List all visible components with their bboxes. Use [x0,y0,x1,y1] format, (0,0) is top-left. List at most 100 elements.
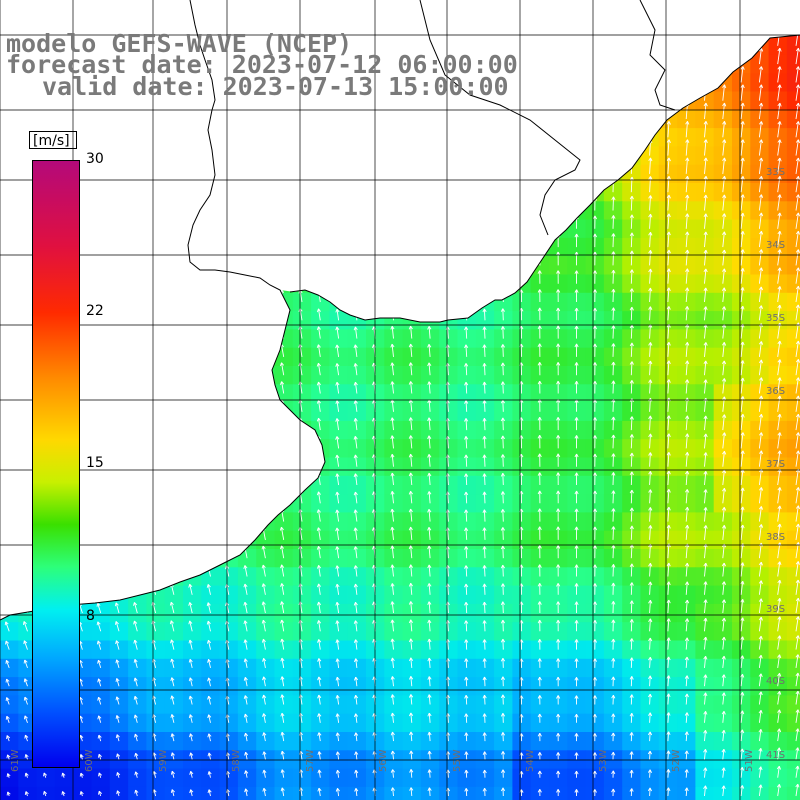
wind-speed-cell [183,768,202,788]
wind-speed-cell [420,640,440,660]
wind-speed-cell [512,329,532,349]
wind-speed-cell [603,366,623,385]
wind-speed-cell [201,786,221,800]
wind-speed-cell [713,494,733,513]
wind-speed-cell [750,109,770,129]
wind-speed-cell [768,73,788,93]
wind-speed-cell [695,183,715,202]
wind-speed-cell [329,786,349,800]
wind-speed-cell [640,695,660,715]
wind-speed-cell [457,658,477,678]
wind-speed-cell [420,420,440,440]
wind-speed-cell [237,732,257,751]
wind-speed-cell [219,585,239,605]
wind-speed-cell [677,475,696,495]
wind-speed-cell [530,420,550,440]
wind-speed-cell [512,402,532,422]
wind-speed-cell [311,384,330,404]
wind-speed-cell [713,329,733,349]
wind-speed-cell [768,36,788,56]
wind-speed-cell [146,677,166,696]
wind-speed-cell [384,475,404,495]
wind-speed-cell [457,402,477,422]
wind-speed-cell [311,640,330,660]
wind-speed-cell [658,567,678,587]
wind-speed-cell [713,695,733,715]
wind-speed-cell [329,768,349,788]
wind-speed-cell [311,549,330,568]
wind-speed-cell [677,292,696,312]
wind-speed-cell [732,439,751,459]
wind-speed-cell [695,366,715,385]
wind-speed-cell [768,237,788,257]
wind-speed-cell [475,384,495,404]
wind-speed-cell [329,695,349,715]
wind-speed-cell [750,237,770,257]
wind-speed-cell [237,695,257,715]
wind-speed-cell [91,677,111,696]
wind-speed-cell [713,549,733,568]
wind-speed-cell [549,384,568,404]
wind-speed-cell [384,457,404,477]
wind-speed-cell [0,677,19,696]
wind-speed-cell [732,567,751,587]
wind-speed-cell [347,585,367,605]
wind-speed-cell [311,732,330,751]
wind-speed-cell [768,585,788,605]
wind-speed-cell [439,457,459,477]
wind-speed-cell [640,475,660,495]
wind-speed-cell [201,695,221,715]
wind-speed-cell [237,622,257,642]
wind-speed-cell [494,695,513,715]
wind-speed-cell [640,512,660,532]
wind-speed-cell [567,274,587,294]
wind-speed-cell [402,347,422,367]
wind-speed-cell [402,494,422,513]
wind-speed-cell [603,329,623,349]
wind-speed-cell [109,658,129,678]
wind-speed-cell [768,549,788,568]
wind-speed-cell [457,420,477,440]
wind-speed-cell [713,603,733,623]
wind-speed-cell [439,420,459,440]
wind-speed-cell [732,219,751,239]
wind-speed-cell [329,732,349,751]
wind-speed-cell [640,146,660,166]
wind-speed-cell [311,530,330,550]
wind-speed-cell [439,713,459,733]
wind-speed-cell [292,695,312,715]
wind-speed-cell [768,91,788,111]
wind-speed-cell [256,713,276,733]
wind-speed-cell [658,292,678,312]
wind-speed-cell [695,494,715,513]
wind-speed-cell [750,54,770,74]
wind-speed-cell [366,439,385,459]
wind-speed-cell [549,274,568,294]
wind-speed-cell [622,695,642,715]
wind-speed-cell [603,640,623,660]
wind-speed-cell [713,475,733,495]
wind-speed-cell [677,713,696,733]
wind-speed-cell [201,622,221,642]
wind-speed-cell [658,402,678,422]
wind-speed-cell [713,512,733,532]
wind-speed-cell [512,512,532,532]
wind-speed-cell [585,549,605,568]
wind-speed-cell [366,603,385,623]
wind-speed-cell [475,677,495,696]
wind-speed-cell [420,402,440,422]
wind-speed-cell [494,768,513,788]
wind-speed-cell [677,439,696,459]
wind-speed-cell [109,713,129,733]
wind-speed-cell [567,585,587,605]
wind-speed-cell [109,695,129,715]
wind-speed-cell [201,677,221,696]
wind-speed-cell [164,713,184,733]
wind-speed-cell [475,420,495,440]
wind-speed-cell [603,512,623,532]
wind-speed-cell [256,768,276,788]
latitude-label: 35S [766,313,786,324]
wind-speed-cell [109,622,129,642]
wind-speed-cell [146,603,166,623]
wind-speed-cell [567,256,587,276]
